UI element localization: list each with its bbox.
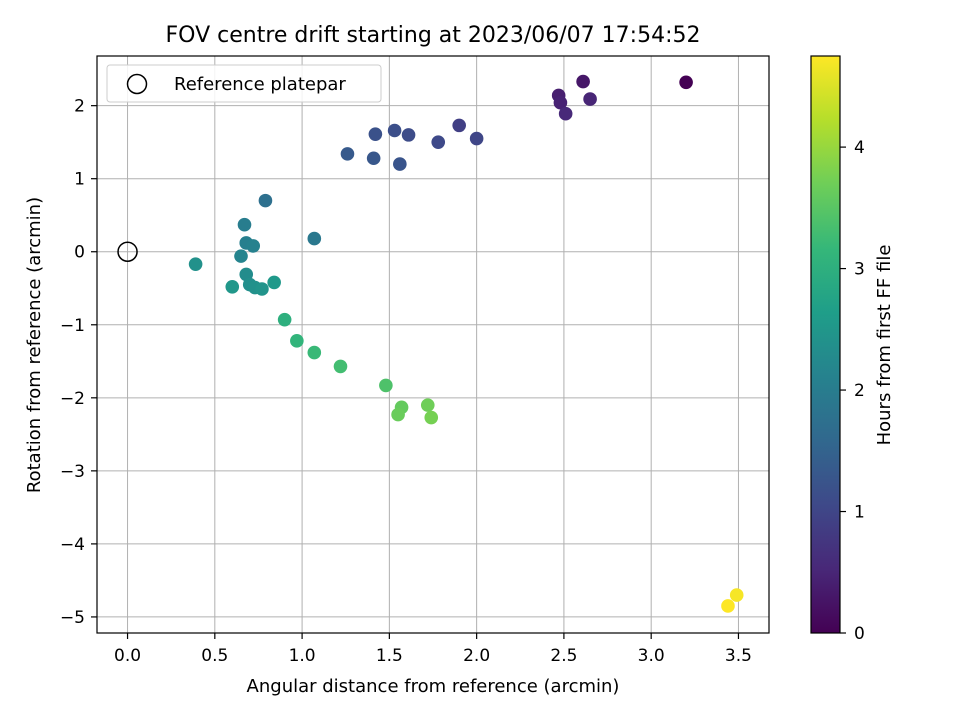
scatter-point bbox=[225, 280, 240, 294]
scatter-point bbox=[340, 147, 355, 161]
x-tick-label: 1.5 bbox=[376, 646, 403, 666]
scatter-point bbox=[277, 312, 292, 327]
y-tick-label: −1 bbox=[60, 316, 85, 336]
scatter-point bbox=[290, 334, 304, 348]
scatter-point bbox=[553, 95, 568, 110]
x-tick-label: 2.0 bbox=[463, 646, 490, 666]
y-axis-label: Rotation from reference (arcmin) bbox=[24, 197, 45, 493]
scatter-point bbox=[333, 359, 348, 374]
data-points bbox=[188, 74, 744, 613]
x-tick-label: 0.0 bbox=[114, 646, 141, 666]
grid bbox=[97, 56, 769, 633]
reference-point-marker bbox=[117, 241, 138, 262]
legend-entry-label: Reference platepar bbox=[174, 74, 346, 95]
x-axis-label: Angular distance from reference (arcmin) bbox=[247, 676, 620, 697]
y-tick-label: −5 bbox=[60, 608, 85, 628]
plot-area: 0.0 0.5 1.0 1.5 2.0 2.5 3.0 3.5 2 1 0 −1 −2 −3 −4 −5 bbox=[60, 55, 770, 666]
scatter-point bbox=[188, 257, 203, 271]
scatter-point bbox=[307, 231, 322, 246]
x-tick-label: 3.5 bbox=[725, 646, 752, 666]
scatter-point bbox=[246, 239, 261, 253]
scatter-point bbox=[721, 599, 735, 613]
colorbar-ticks: 0 1 2 3 4 bbox=[840, 138, 865, 644]
scatter-point bbox=[424, 410, 439, 425]
scatter-point bbox=[379, 378, 393, 393]
colorbar-label: Hours from first FF file bbox=[874, 245, 895, 446]
scatter-point bbox=[576, 74, 590, 89]
scatter-point bbox=[420, 398, 435, 412]
scatter-point bbox=[431, 135, 446, 149]
y-tick-label: −3 bbox=[60, 462, 85, 482]
y-tick-label: −2 bbox=[60, 389, 85, 409]
colorbar-tick-label: 1 bbox=[854, 503, 865, 523]
colorbar: 0 1 2 3 4 Hours from first FF file bbox=[810, 55, 895, 644]
scatter-point bbox=[558, 106, 573, 121]
scatter-point bbox=[239, 267, 254, 282]
scatter-point bbox=[366, 151, 381, 166]
colorbar-gradient bbox=[811, 56, 840, 633]
scatter-point bbox=[393, 157, 407, 171]
scatter-point bbox=[729, 588, 744, 602]
colorbar-tick-label: 3 bbox=[854, 260, 865, 280]
y-tick-label: 2 bbox=[74, 97, 85, 117]
x-tick-label: 0.5 bbox=[201, 646, 228, 666]
scatter-point bbox=[368, 127, 383, 141]
colorbar-tick-label: 4 bbox=[854, 138, 865, 158]
scatter-point bbox=[679, 75, 693, 90]
scatter-point bbox=[583, 92, 597, 106]
scatter-point bbox=[234, 249, 248, 263]
legend-box bbox=[106, 64, 382, 103]
colorbar-tick-label: 0 bbox=[854, 624, 865, 644]
x-tick-label: 3.0 bbox=[638, 646, 665, 666]
legend: Reference platepar bbox=[106, 64, 382, 103]
scatter-point bbox=[258, 193, 273, 208]
x-axis-ticks: 0.0 0.5 1.0 1.5 2.0 2.5 3.0 3.5 bbox=[114, 633, 752, 666]
scatter-point bbox=[452, 118, 466, 133]
plot-background bbox=[97, 56, 769, 633]
y-axis-ticks: 2 1 0 −1 −2 −3 −4 −5 bbox=[60, 97, 97, 628]
scatter-point bbox=[391, 407, 405, 422]
colorbar-tick-label: 2 bbox=[854, 381, 865, 401]
y-tick-label: −4 bbox=[60, 535, 85, 555]
plot-frame bbox=[96, 55, 770, 634]
scatter-point bbox=[469, 131, 484, 146]
legend-marker-open-circle bbox=[126, 73, 148, 95]
scatter-point bbox=[267, 275, 281, 290]
scatter-point bbox=[237, 217, 252, 232]
scatter-point bbox=[387, 123, 402, 138]
chart-title: FOV centre drift starting at 2023/06/07 … bbox=[166, 23, 701, 48]
scatter-point bbox=[307, 345, 322, 360]
scatter-point bbox=[401, 128, 416, 142]
x-tick-label: 1.0 bbox=[289, 646, 316, 666]
y-tick-label: 1 bbox=[74, 170, 85, 190]
colorbar-frame bbox=[810, 55, 841, 634]
x-tick-label: 2.5 bbox=[550, 646, 577, 666]
y-tick-label: 0 bbox=[74, 243, 85, 263]
scatter-point bbox=[255, 282, 269, 296]
